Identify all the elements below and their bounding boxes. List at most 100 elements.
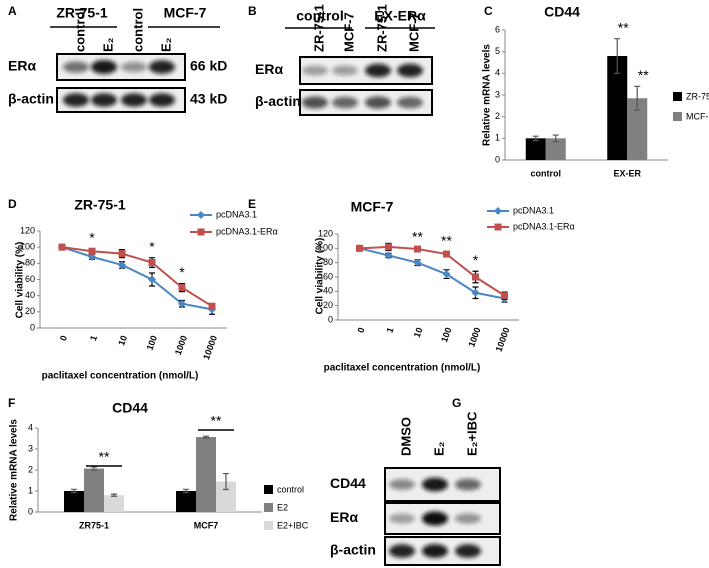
- lane-label: E₂: [100, 37, 115, 52]
- blot-band: [455, 513, 481, 524]
- point: [443, 250, 450, 258]
- x-tick-label: 100: [439, 326, 454, 344]
- lane-label: E₂: [158, 37, 173, 52]
- legend-label: pcDNA3.1-ERα: [216, 226, 278, 236]
- error-bar: [614, 38, 621, 74]
- series-line: [61, 246, 213, 311]
- point: [118, 260, 126, 269]
- legend-swatch: [264, 521, 273, 530]
- panel-label: G: [452, 396, 461, 410]
- error-bar: [223, 472, 229, 491]
- legend-label: pcDNA3.1-ERα: [513, 221, 575, 231]
- error-bar: [71, 488, 77, 494]
- blot-band: [302, 96, 328, 109]
- bar: [627, 98, 648, 160]
- legend-label: pcDNA3.1: [513, 205, 554, 215]
- error-bar: [183, 488, 189, 494]
- legend-marker: [197, 211, 205, 219]
- y-tick-label: 3: [495, 89, 500, 99]
- x-tick-label: 10000: [494, 326, 512, 353]
- bar: [216, 481, 236, 512]
- panel-label: A: [8, 4, 17, 18]
- y-tick-label: 60: [323, 271, 333, 281]
- lane-label: ZR-75-1: [374, 4, 389, 52]
- legend-label: ZR-75-1: [686, 91, 709, 101]
- lane-label: ZR-75-1: [311, 4, 326, 52]
- bar: [104, 495, 124, 512]
- row-label: β-actin: [8, 91, 54, 107]
- blot-band: [422, 511, 448, 526]
- y-tick-label: 2: [28, 464, 33, 474]
- legend-swatch: [264, 485, 273, 494]
- y-tick-label: 100: [318, 243, 333, 253]
- lane-label: E₂: [431, 441, 446, 456]
- significance: **: [638, 67, 649, 83]
- series-line: [61, 246, 213, 308]
- x-tick-label: 0: [355, 326, 366, 334]
- blot-band: [365, 63, 391, 78]
- y-tick-label: 80: [323, 257, 333, 267]
- significance: **: [412, 228, 423, 244]
- panel-label: E: [248, 197, 256, 211]
- blot-band: [455, 544, 481, 558]
- blot-band: [397, 63, 423, 78]
- y-tick-label: 120: [20, 225, 35, 235]
- lane-label: MCF-7: [406, 12, 421, 52]
- x-tick-label: 1000: [466, 326, 482, 348]
- blot-band: [302, 65, 328, 76]
- x-tick-label: 1000: [173, 334, 189, 356]
- blot-group-label: EX-ERα: [374, 8, 426, 24]
- y-tick-label: 0: [495, 154, 500, 164]
- point: [471, 288, 480, 297]
- x-tick-label: 10000: [201, 334, 219, 361]
- y-tick-label: 3: [28, 443, 33, 453]
- point: [356, 244, 363, 252]
- y-axis-label: Cell viability (%): [315, 238, 326, 315]
- panel-label: F: [8, 396, 15, 410]
- lane-label: DMSO: [398, 417, 413, 456]
- blot-band: [91, 93, 117, 107]
- legend-swatch: [264, 503, 273, 512]
- bar: [196, 437, 216, 512]
- x-tick-label: 1: [384, 326, 395, 334]
- point: [414, 245, 421, 253]
- blot-band: [63, 93, 89, 107]
- blot-band: [149, 93, 175, 107]
- point: [148, 259, 156, 267]
- significance: **: [211, 413, 222, 429]
- bar: [84, 468, 104, 512]
- blot-band: [332, 65, 358, 76]
- bar: [525, 138, 546, 160]
- blot-band: [422, 477, 448, 492]
- point: [148, 275, 156, 284]
- blot-band: [365, 96, 391, 109]
- bar: [176, 491, 196, 512]
- point: [88, 252, 96, 261]
- blot-band: [455, 478, 481, 491]
- row-label: ERα: [255, 61, 283, 77]
- size-label: 43 kD: [190, 91, 227, 107]
- legend-marker: [197, 228, 205, 236]
- blot-band: [389, 544, 415, 558]
- point: [413, 258, 422, 267]
- series-line: [359, 247, 505, 300]
- bar: [545, 138, 566, 160]
- legend-marker: [494, 223, 502, 231]
- size-label: 66 kD: [190, 58, 227, 74]
- x-tick-label: EX-ER: [613, 168, 641, 178]
- row-label: β-actin: [330, 542, 376, 558]
- lane-label: control: [72, 8, 87, 52]
- x-tick-label: control: [531, 168, 562, 178]
- point: [88, 247, 96, 255]
- significance: **: [99, 449, 110, 465]
- y-tick-label: 40: [323, 286, 333, 296]
- x-axis-label: paclitaxel concentration (nmol/L): [324, 363, 481, 374]
- legend-swatch: [673, 112, 682, 121]
- chart-title: CD44: [544, 4, 580, 20]
- error-bar: [91, 466, 97, 471]
- y-tick-label: 6: [495, 24, 500, 34]
- panel-label: D: [8, 197, 17, 211]
- error-bar: [111, 493, 117, 497]
- y-tick-label: 4: [28, 422, 33, 432]
